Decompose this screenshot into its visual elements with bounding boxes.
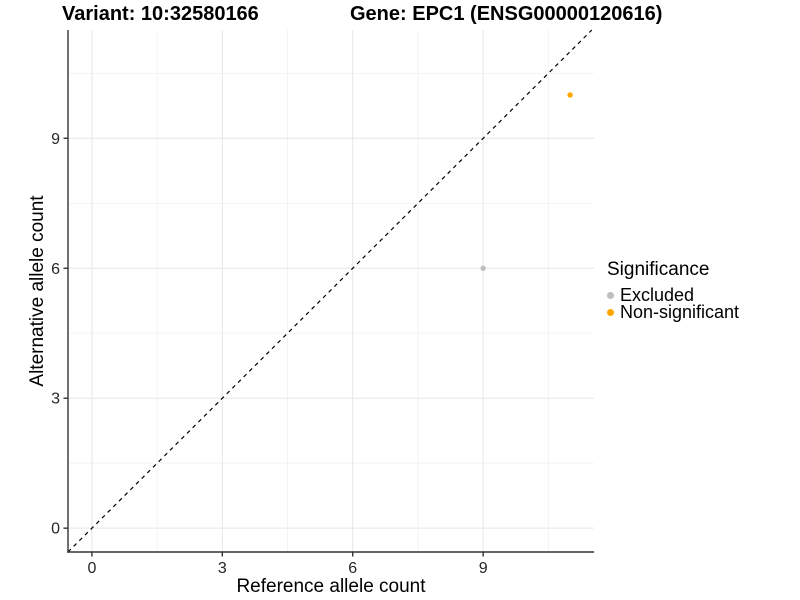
y-tick-label: 3 (51, 391, 60, 408)
x-tick-label: 0 (87, 560, 96, 577)
legend-key-dot-icon (607, 292, 614, 299)
x-tick-label: 3 (218, 560, 227, 577)
legend-item-excluded: Excluded (607, 285, 739, 305)
x-tick-label: 9 (479, 560, 488, 577)
legend-item-non-significant: Non-significant (607, 302, 740, 322)
x-axis-label: Reference allele count (236, 576, 426, 597)
y-axis-label: Alternative allele count (27, 195, 48, 387)
legend-key-dot-icon (607, 309, 614, 316)
y-tick-label: 0 (51, 521, 60, 538)
x-tick-label: 6 (348, 560, 357, 577)
y-tick-label: 9 (51, 131, 60, 148)
plot-title-variant: Variant: 10:32580166 (62, 3, 259, 25)
legend-item-label: Excluded (620, 285, 695, 305)
identity-dashed-line (67, 29, 593, 553)
legend-items: Excluded Non-significant (607, 285, 740, 322)
plot-title-gene: Gene: EPC1 (ENSG00000120616) (350, 3, 663, 25)
legend-title: Significance (607, 259, 710, 280)
legend-item-label: Non-significant (620, 302, 740, 322)
y-tick-label: 6 (51, 261, 60, 278)
legend: Significance Excluded Non-significant (607, 259, 740, 322)
data-point-non-significant (567, 92, 573, 98)
data-point-excluded (480, 265, 486, 271)
